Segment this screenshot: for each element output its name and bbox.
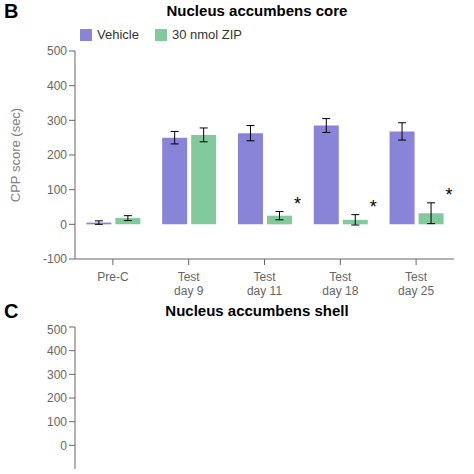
- svg-text:300: 300: [47, 114, 67, 128]
- svg-text:400: 400: [47, 344, 67, 358]
- svg-text:400: 400: [47, 79, 67, 93]
- svg-text:Pre-C: Pre-C: [97, 270, 129, 284]
- svg-text:Testday 9: Testday 9: [174, 270, 204, 298]
- svg-text:*: *: [446, 185, 453, 205]
- svg-text:CPP score (sec): CPP score (sec): [8, 108, 23, 202]
- svg-text:100: 100: [47, 415, 67, 429]
- svg-text:200: 200: [47, 148, 67, 162]
- svg-text:0: 0: [60, 439, 67, 453]
- svg-text:300: 300: [47, 368, 67, 382]
- html-text:C: C: [4, 300, 19, 322]
- svg-text:100: 100: [47, 183, 67, 197]
- html-text:Vehicle: Vehicle: [97, 27, 139, 42]
- svg-text:200: 200: [47, 391, 67, 405]
- svg-text:*: *: [370, 197, 377, 217]
- svg-text:500: 500: [47, 44, 67, 58]
- svg-text:*: *: [294, 194, 301, 214]
- html-text:Nucleus accumbens core: Nucleus accumbens core: [166, 2, 348, 19]
- svg-text:Testday 11: Testday 11: [247, 270, 282, 298]
- html-text:Nucleus accumbens shell: Nucleus accumbens shell: [165, 302, 349, 319]
- svg-text:500: 500: [47, 323, 67, 337]
- svg-text:0: 0: [60, 218, 67, 232]
- svg-text:-100: -100: [43, 252, 67, 266]
- html-text:B: B: [4, 0, 19, 22]
- html-text:30 nmol ZIP: 30 nmol ZIP: [171, 27, 242, 42]
- svg-text:Testday 18: Testday 18: [322, 270, 358, 298]
- svg-text:Testday 25: Testday 25: [398, 270, 434, 298]
